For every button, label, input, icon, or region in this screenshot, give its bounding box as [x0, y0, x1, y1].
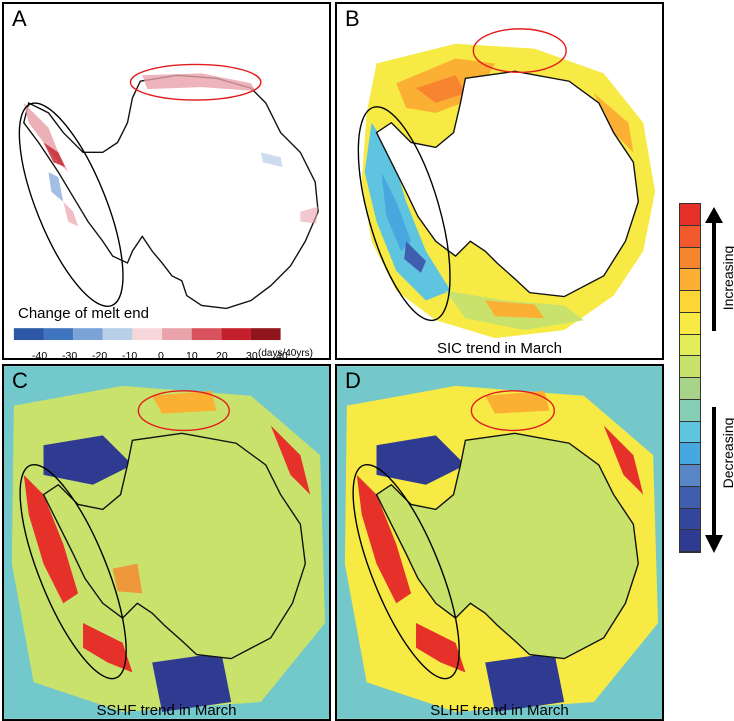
panel-b-letter: B [345, 6, 360, 31]
highlight-ellipse-west [352, 463, 460, 680]
melt-tick-3: -10 [122, 350, 138, 360]
melt-tick-1: -30 [62, 350, 78, 360]
melt-tick-0: -40 [32, 350, 48, 360]
panel-c-letter: C [12, 368, 28, 393]
highlight-ellipse-west [357, 106, 451, 322]
increasing-arrow-icon [705, 207, 723, 331]
panel-b-caption: SIC trend in March [436, 340, 563, 357]
highlight-ellipse-north [470, 390, 556, 432]
panel-c: C SSHF trend in March [2, 364, 331, 721]
melt-tick-6: 20 [216, 350, 228, 360]
melt-tick-5: 10 [186, 350, 198, 360]
melt-tick-7: 30 [246, 350, 258, 360]
highlight-ellipse-west [18, 102, 124, 307]
melt-tick-2: -20 [92, 350, 108, 360]
highlight-ellipse-north [129, 63, 262, 101]
slhf-trend-map [337, 366, 662, 719]
panel-a: A Change of melt end -40 -30 -20 -10 0 1… [2, 2, 331, 360]
sic-trend-map [337, 4, 662, 358]
panel-c-caption: SSHF trend in March [96, 702, 237, 719]
melt-tick-4: 0 [158, 350, 164, 360]
melt-unit-label: (days/40yrs) [258, 348, 314, 359]
increasing-label: Increasing [720, 245, 734, 311]
panel-b: B SIC trend in March [335, 2, 664, 360]
highlight-ellipse-north [472, 28, 567, 74]
antarctica-melt-map [4, 4, 329, 358]
highlight-ellipse-west [19, 463, 127, 680]
panel-a-letter: A [12, 6, 27, 31]
melt-colorbar [13, 328, 281, 341]
melt-legend-title: Change of melt end [18, 305, 149, 322]
sshf-trend-map [4, 366, 329, 719]
decreasing-label: Decreasing [720, 417, 734, 489]
decreasing-arrow-icon [705, 407, 723, 553]
trend-colorbar [679, 203, 701, 553]
antarctica-outline [23, 74, 319, 310]
panel-d-caption: SLHF trend in March [430, 702, 569, 719]
panel-d: D SLHF trend in March [335, 364, 664, 721]
highlight-ellipse-north [137, 390, 230, 432]
panel-d-letter: D [345, 368, 361, 393]
melt-tick-8: 40 [276, 350, 288, 360]
